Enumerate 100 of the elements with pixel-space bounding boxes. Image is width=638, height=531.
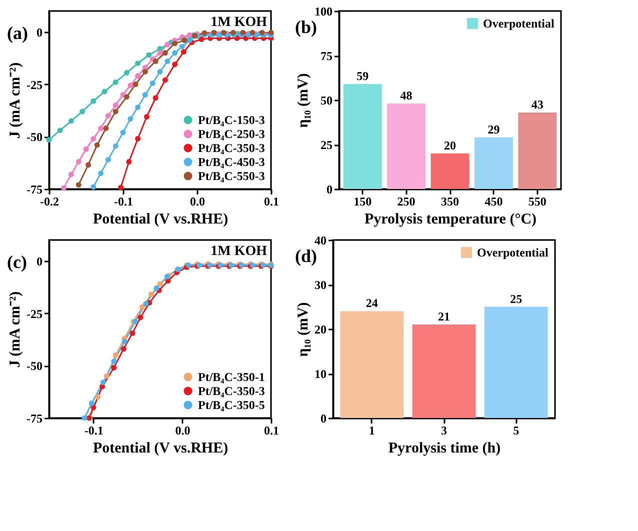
y-tick-label: 10 <box>314 367 326 381</box>
y-axis-title: J (mA cm⁻²) <box>8 291 24 368</box>
x-axis-title: Pyrolysis time (h) <box>388 440 501 456</box>
y-tick-label: -25 <box>26 78 42 92</box>
point <box>186 32 192 38</box>
point <box>124 70 130 76</box>
point <box>98 170 104 176</box>
text: (a) <box>7 23 28 43</box>
y-tick-label: 30 <box>314 278 326 292</box>
annotation: 1M KOH <box>210 244 268 259</box>
point <box>88 400 94 406</box>
legend-label: Overpotential <box>477 246 549 260</box>
point <box>80 108 86 114</box>
y-tick-label: -50 <box>26 130 42 144</box>
point <box>132 82 138 88</box>
chart-title: (d) <box>295 246 318 266</box>
x-tick-label: 3 <box>441 424 447 438</box>
point <box>154 285 160 291</box>
data-label: 20 <box>444 138 456 152</box>
x-tick-label: -0.1 <box>114 194 133 208</box>
point <box>102 88 108 94</box>
point <box>138 314 144 320</box>
point <box>112 108 118 114</box>
point <box>82 415 88 421</box>
point <box>130 330 136 336</box>
point <box>144 114 150 120</box>
point <box>103 126 109 132</box>
y-tick-label: 0 <box>36 254 42 268</box>
data-label: 24 <box>366 296 378 310</box>
y-tick-label: 75 <box>320 49 332 63</box>
point <box>120 346 126 352</box>
point <box>172 50 178 56</box>
legend-label: Overpotential <box>483 16 555 30</box>
point <box>172 62 178 68</box>
point <box>179 44 185 50</box>
y-tick-label: -75 <box>26 412 42 426</box>
legend-label: Pt/B₄C-350-5 <box>198 398 265 412</box>
point <box>148 292 154 298</box>
point <box>112 102 118 108</box>
x-tick-label: 0.0 <box>175 424 190 438</box>
y-tick-label: 0 <box>36 25 42 40</box>
point <box>172 40 178 46</box>
y-tick-label: -75 <box>26 182 42 196</box>
y-tick-label: 20 <box>314 322 326 336</box>
point <box>162 50 168 56</box>
y-axis-title: η₁₀ (mV) <box>296 73 312 128</box>
point <box>104 373 110 379</box>
point <box>152 95 158 101</box>
legend-label: Pt/B₄C-350-3 <box>198 141 265 155</box>
point <box>90 184 96 190</box>
point <box>111 365 117 370</box>
point <box>146 52 152 58</box>
bar <box>412 324 476 418</box>
point <box>95 394 101 400</box>
point <box>198 36 204 42</box>
y-tick-label: 40 <box>314 234 326 248</box>
y-tick-label: 0 <box>326 182 332 196</box>
point <box>157 281 163 287</box>
point <box>124 94 130 100</box>
data-label: 43 <box>531 97 544 112</box>
point <box>143 301 149 307</box>
point <box>61 185 67 191</box>
point <box>186 38 192 44</box>
bar <box>340 311 404 418</box>
point <box>150 80 156 86</box>
bar <box>484 306 548 418</box>
point <box>135 60 141 66</box>
bar <box>343 84 382 189</box>
x-tick-label: 350 <box>441 194 459 208</box>
bar <box>474 137 513 189</box>
point <box>46 137 52 143</box>
point <box>126 159 132 165</box>
point <box>180 49 186 55</box>
point <box>164 42 170 48</box>
y-tick-label: 50 <box>320 94 332 108</box>
legend-label: Pt/B₄C-550-3 <box>198 169 265 183</box>
data-label: 48 <box>400 88 412 103</box>
point <box>162 77 168 83</box>
point <box>135 136 141 142</box>
x-axis-title: Potential (V vs.RHE) <box>92 212 228 228</box>
y-axis-title: J (mA cm⁻²) <box>8 62 24 139</box>
legend-label: Pt/B₄C-450-3 <box>198 155 265 169</box>
point <box>68 118 74 124</box>
x-tick-label: 550 <box>528 194 546 208</box>
point <box>220 30 226 36</box>
y-tick-label: 100 <box>314 4 332 18</box>
x-tick-label: 1 <box>368 424 375 438</box>
point <box>112 352 118 358</box>
point <box>112 143 118 149</box>
point <box>135 104 141 110</box>
point <box>152 58 158 64</box>
point <box>157 68 163 74</box>
legend-label: Pt/B₄C-350-3 <box>198 384 265 398</box>
text: (c) <box>7 252 27 272</box>
annotation: 1M KOH <box>210 15 268 30</box>
point <box>128 116 134 122</box>
point <box>182 38 188 44</box>
point <box>100 380 106 386</box>
data-label: 29 <box>488 122 500 136</box>
chart-title: (b) <box>295 17 318 37</box>
